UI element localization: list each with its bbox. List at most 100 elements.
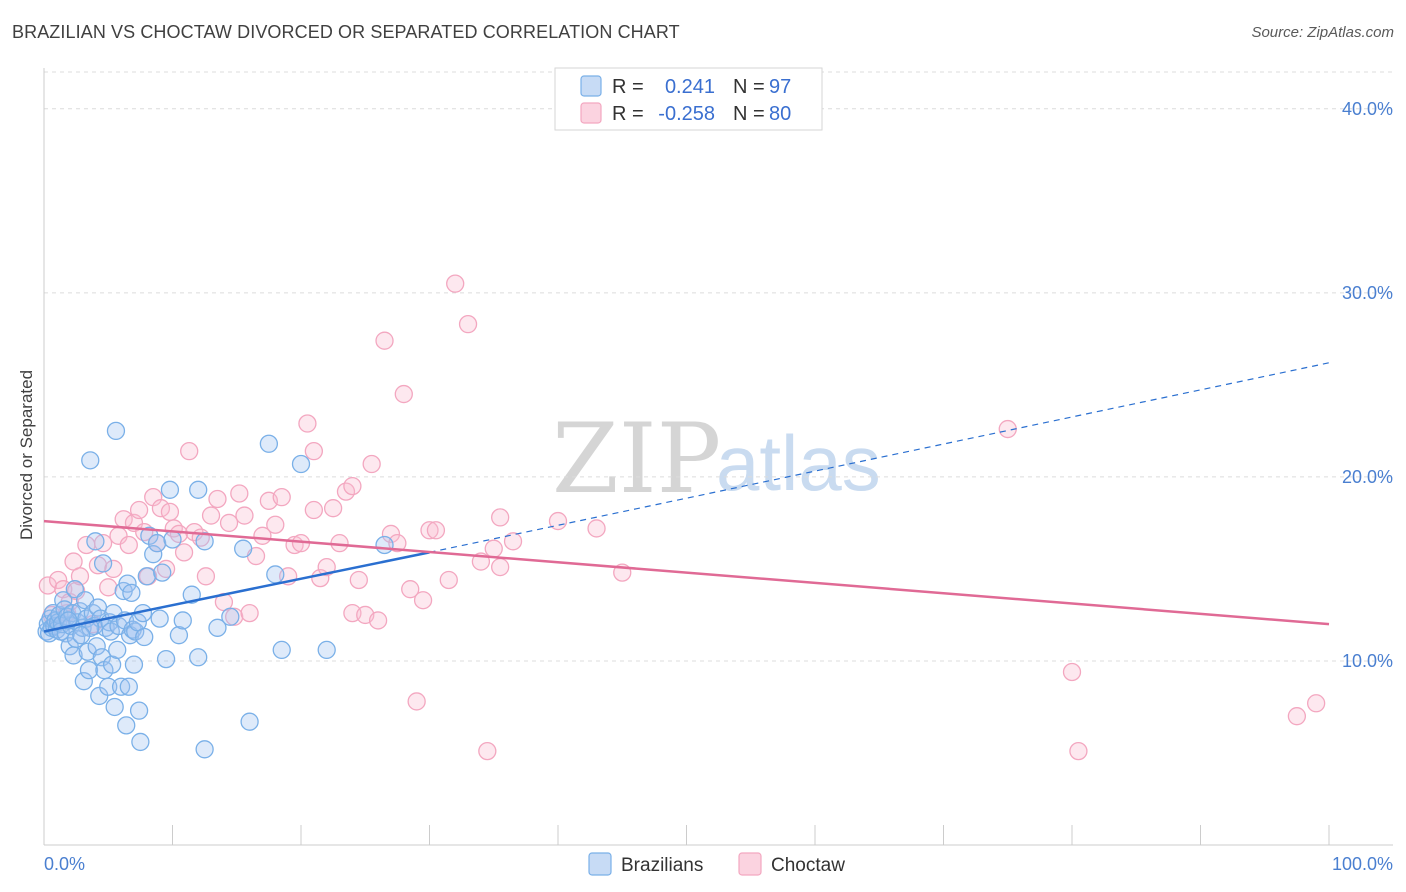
brazilian-point [266,565,285,584]
brazilian-point [117,716,136,735]
brazilian-point [135,627,154,647]
choctaw-point [104,559,123,579]
brazilian-point [160,480,180,499]
choctaw-point [446,274,465,293]
choctaw-point [368,611,388,630]
brazilian-point [182,585,201,604]
legend-n-label-1: N = [733,76,765,98]
choctaw-point [304,441,324,461]
choctaw-point [484,539,503,558]
choctaw-point [426,521,446,540]
brazilian-point [272,640,291,660]
legend-swatch-choctaw [580,102,602,124]
brazilian-point [105,697,124,717]
brazilian-point [74,672,93,691]
brazilian-point [129,701,149,720]
brazilian-point [81,451,100,470]
y-tick-labels: 10.0% 20.0% 30.0% 40.0% [1342,99,1393,671]
legend-n-value-2: 80 [769,103,791,125]
choctaw-point [458,314,478,334]
brazilian-point [150,609,169,628]
source-label: Source: ZipAtlas.com [1251,24,1394,41]
legend-swatch-brazilians [580,75,602,97]
choctaw-point [491,557,510,577]
series-label-brazilians: Brazilians [621,855,703,876]
choctaw-point [38,576,58,595]
brazilian-point [240,712,259,731]
brazilian-point [144,545,163,564]
choctaw-point [401,580,420,599]
brazilian-point [234,539,253,558]
choctaw-point [208,489,227,509]
chart-title: BRAZILIAN VS CHOCTAW DIVORCED OR SEPARAT… [12,22,680,42]
brazilian-trend-line [43,551,430,633]
brazilian-point [60,637,79,656]
brazilian-point [189,480,208,499]
choctaw-point [160,502,180,522]
brazilian-point [111,677,131,696]
legend-r-value-2: -0.258 [658,103,715,125]
series-legend: Brazilians Choctaw [588,852,845,876]
choctaw-point [439,570,458,590]
watermark-atlas: atlas [716,419,881,507]
brazilian-point [153,563,172,582]
y-tick-label: 40.0% [1342,99,1393,119]
choctaw-point [174,543,194,562]
brazilian-point [163,530,182,549]
brazilian-point [86,532,105,551]
choctaw-point [240,603,259,623]
brazilian-point [189,648,208,667]
x-tick-labels: 0.0% 100.0% [44,854,1393,874]
brazilian-point [72,626,91,645]
brazilian-point [93,554,113,573]
choctaw-point [587,519,606,538]
choctaw-point [478,741,497,761]
brazilian-point [173,611,192,630]
brazilian-point [147,534,167,553]
brazilian-point [106,421,126,441]
watermark-zip: ZIP [552,403,721,515]
brazilian-point [87,637,106,656]
choctaw-point [304,500,324,520]
brazilian-point [137,567,156,586]
brazilian-point [122,583,141,603]
series-label-choctaw: Choctaw [771,855,845,876]
choctaw-point [201,506,221,525]
x-tick-label-min: 0.0% [44,854,85,874]
legend-n-value-1: 97 [769,76,791,98]
choctaw-point [375,331,394,350]
brazilian-point [317,640,336,660]
choctaw-point [151,499,171,518]
choctaw-point [394,384,413,404]
choctaw-point [548,511,568,531]
x-tick-label-max: 100.0% [1332,854,1393,874]
choctaw-point [119,535,138,555]
legend-r-label-1: R = [612,76,644,98]
choctaw-point [266,515,285,534]
brazilian-point [131,732,150,752]
choctaw-point [413,591,433,610]
choctaw-point [129,500,149,520]
choctaw-point [225,607,244,626]
trend-lines [43,362,1330,633]
choctaw-point [230,484,249,503]
choctaw-point [48,570,68,590]
brazilian-point [99,677,118,696]
choctaw-point [235,506,254,525]
brazilian-point [124,655,144,674]
brazilian-point [259,434,279,453]
choctaw-point [503,532,523,551]
axes [43,68,1393,846]
legend-r-label-2: R = [612,103,644,125]
choctaw-point [349,570,368,590]
choctaw-point [381,524,401,544]
brazilian-point [375,535,394,555]
choctaw-point [180,441,199,461]
legend-n-label-2: N = [733,103,765,125]
choctaw-point [298,414,317,433]
choctaw-point [362,454,381,474]
choctaw-point [272,487,291,507]
legend-r-value-1: 0.241 [665,76,715,98]
brazilian-point [118,574,137,593]
